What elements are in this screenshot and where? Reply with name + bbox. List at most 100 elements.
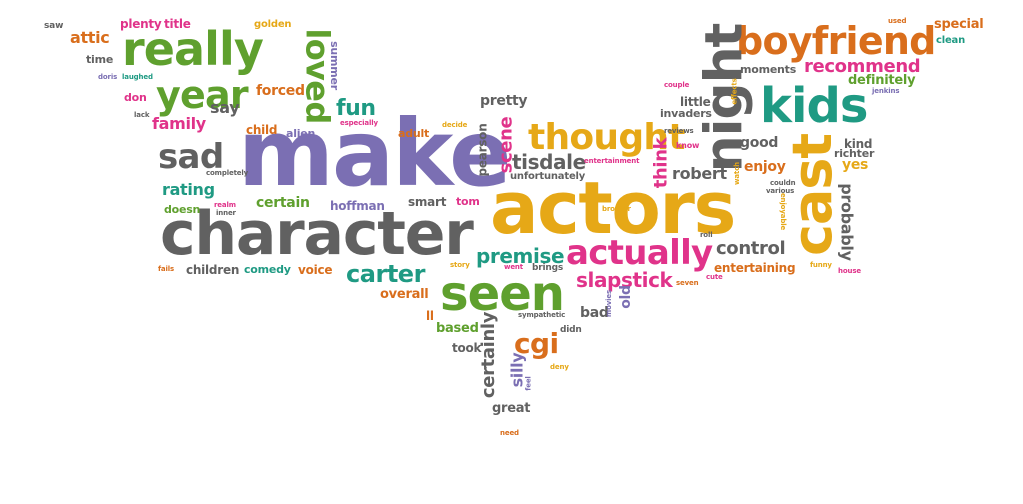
word-tom: tom: [456, 195, 480, 208]
word-entertainment: entertainment: [584, 157, 640, 165]
word-golden: golden: [254, 19, 292, 30]
word-don: don: [124, 91, 147, 104]
word-recommend: recommend: [804, 56, 921, 77]
word-attic: attic: [70, 28, 110, 47]
word-house: house: [838, 267, 861, 275]
word-completely: completely: [206, 169, 249, 177]
word-probably: probably: [837, 183, 857, 261]
word-inner: inner: [216, 209, 236, 217]
word-seven: seven: [676, 279, 699, 287]
word-character: character: [160, 199, 474, 269]
word-make: make: [238, 100, 512, 207]
word-really: really: [122, 22, 264, 76]
word-voice: voice: [298, 263, 333, 277]
word-premise: premise: [476, 244, 565, 268]
word-used: used: [888, 17, 907, 25]
word-moments: moments: [740, 63, 797, 76]
word-bad: bad: [580, 305, 609, 321]
word-realm: realm: [214, 201, 236, 209]
word-laughed: laughed: [122, 73, 153, 81]
word-actors: actors: [490, 166, 736, 250]
word-year: year: [156, 73, 249, 117]
word-child: child: [246, 123, 278, 137]
word-yes: yes: [842, 157, 869, 173]
word-fun: fun: [336, 96, 376, 121]
word-seen: seen: [440, 266, 565, 322]
word-pretty: pretty: [480, 93, 528, 109]
word-doris: doris: [98, 73, 118, 81]
word-feel: feel: [524, 376, 533, 391]
word-good: good: [740, 135, 779, 151]
word-certainly: certainly: [478, 311, 500, 399]
word-didn: didn: [560, 325, 582, 335]
word-movies: movies: [605, 289, 614, 318]
word-kids: kids: [760, 78, 868, 134]
word-effects: effects: [730, 78, 739, 105]
word-entertaining: entertaining: [714, 261, 796, 275]
word-silly: silly: [507, 352, 527, 388]
word-children: children: [186, 263, 240, 277]
word-tisdale: tisdale: [512, 150, 586, 174]
word-certain: certain: [256, 195, 310, 211]
word-brings: brings: [532, 263, 564, 273]
word-kind: kind: [844, 137, 873, 151]
word-cgi: cgi: [514, 327, 559, 360]
word-sad: sad: [158, 137, 224, 177]
word-adult: adult: [398, 127, 430, 140]
word-family: family: [152, 114, 206, 133]
word-rating: rating: [162, 180, 215, 199]
word-took: took: [452, 341, 482, 355]
word-actually: actually: [566, 233, 713, 273]
word-forced: forced: [256, 83, 305, 99]
word-reviews: reviews: [664, 127, 694, 135]
word-fails: fails: [158, 265, 175, 273]
word-ll: ll: [426, 309, 434, 323]
word-little: little: [680, 95, 711, 109]
word-scene: scene: [495, 116, 517, 174]
word-cute: cute: [706, 273, 723, 281]
word-great: great: [492, 401, 531, 416]
word-decide: decide: [442, 121, 468, 129]
word-couldn: couldn: [770, 179, 796, 187]
word-story: story: [450, 261, 470, 269]
word-title: title: [164, 17, 191, 31]
word-overall: overall: [380, 287, 429, 302]
word-saw: saw: [44, 21, 64, 31]
word-think: think: [650, 137, 672, 189]
word-hoffman: hoffman: [330, 199, 385, 213]
word-slapstick: slapstick: [576, 268, 673, 292]
word-enjoy: enjoy: [744, 159, 786, 175]
word-carter: carter: [346, 260, 425, 288]
word-pearson: pearson: [475, 123, 490, 177]
word-deny: deny: [550, 363, 569, 371]
word-doesn: doesn: [164, 203, 201, 216]
word-summer: summer: [327, 41, 341, 90]
word-couple: couple: [664, 81, 690, 89]
word-know: know: [676, 141, 700, 150]
word-went: went: [504, 263, 523, 271]
word-thought: thought: [528, 117, 686, 158]
word-cast: cast: [781, 133, 845, 257]
word-brother: brother: [602, 205, 631, 213]
word-sympathetic: sympathetic: [518, 311, 566, 319]
word-definitely: definitely: [848, 73, 916, 88]
word-smart: smart: [408, 195, 447, 209]
word-plenty: plenty: [120, 17, 162, 31]
word-comedy: comedy: [244, 263, 291, 276]
word-invaders: invaders: [660, 107, 712, 120]
word-special: special: [934, 17, 984, 32]
word-clean: clean: [936, 35, 966, 46]
word-roll: roll: [700, 231, 713, 239]
word-watch: watch: [732, 162, 741, 185]
word-unfortunately: unfortunately: [510, 171, 586, 182]
word-jenkins: jenkins: [872, 87, 900, 95]
word-lack: lack: [134, 111, 150, 119]
word-need: need: [500, 429, 519, 437]
word-boyfriend: boyfriend: [736, 19, 936, 63]
word-old: old: [617, 285, 634, 309]
word-robert: robert: [672, 164, 727, 183]
word-time: time: [86, 53, 114, 66]
word-funny: funny: [810, 261, 832, 269]
word-based: based: [436, 321, 479, 336]
